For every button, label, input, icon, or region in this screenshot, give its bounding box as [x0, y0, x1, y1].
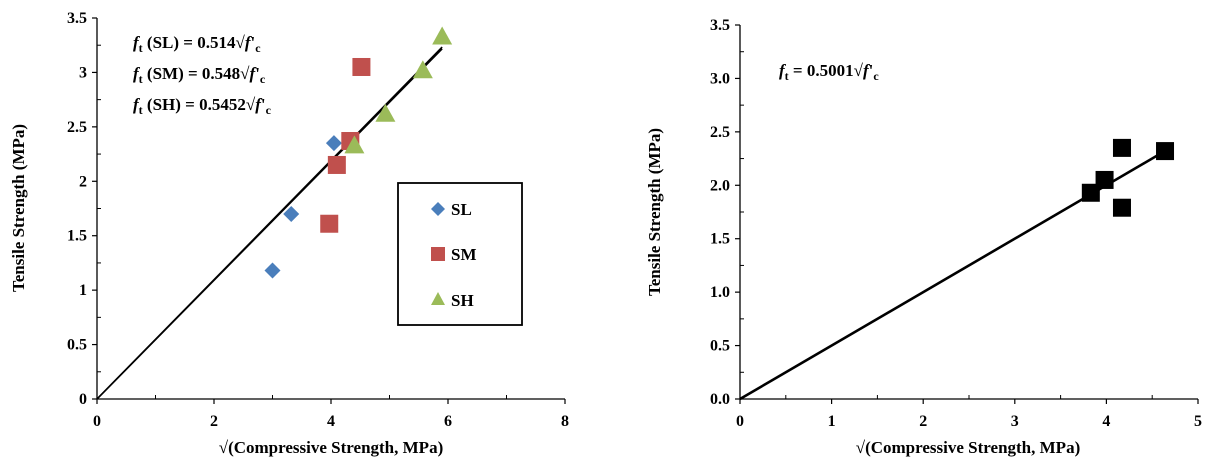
x-tick-label: 4	[1102, 413, 1110, 430]
left-x-ticks: 0 2 4 6 8	[93, 395, 569, 430]
data-point	[1081, 183, 1100, 202]
data-point	[1156, 142, 1175, 161]
y-tick-label: 2.5	[67, 119, 87, 136]
sl-data-point	[325, 135, 342, 152]
y-tick-label: 3	[79, 64, 87, 81]
y-tick-label: 0.5	[710, 338, 730, 355]
x-tick-label: 2	[919, 413, 927, 430]
right-data-points	[1081, 138, 1175, 217]
y-tick-label: 2	[79, 173, 87, 190]
y-tick-label: 1	[79, 282, 87, 299]
equation-all: ft = 0.5001√f'c	[779, 61, 879, 83]
y-tick-label: 3.0	[710, 70, 730, 87]
data-point	[1112, 138, 1131, 157]
sm-data-point	[320, 214, 339, 233]
left-x-axis-label: √(Compressive Strength, MPa)	[219, 438, 443, 457]
right-x-axis-label: √(Compressive Strength, MPa)	[856, 438, 1080, 457]
sh-data-point	[344, 135, 365, 154]
x-tick-label: 0	[736, 413, 744, 430]
x-tick-label: 8	[561, 413, 569, 430]
y-tick-label: 2.0	[710, 177, 730, 194]
equation-sl: ft (SL) = 0.514√f'c	[133, 33, 261, 55]
left-equations: ft (SL) = 0.514√f'c ft (SM) = 0.548√f'c …	[133, 33, 272, 117]
chart-right: 0.0 0.5 1.0 1.5 2.0 2.5 3.0 3.5 0 1 2 3 4 5 ft = 0.5…	[645, 17, 1202, 457]
sh-data-point	[375, 103, 396, 122]
left-data-points	[264, 26, 453, 279]
chart-left: 0 0.5 1 1.5 2 2.5 3 3.5 0 2 4 6 8 ft (SL) = 0.514√f…	[9, 10, 569, 457]
x-tick-label: 5	[1194, 413, 1202, 430]
left-y-axis-label: Tensile Strength (MPa)	[9, 124, 28, 292]
y-tick-label: 3.5	[67, 10, 87, 27]
legend-marker-sh	[431, 292, 445, 305]
y-tick-label: 2.5	[710, 124, 730, 141]
legend-label-sl: SL	[451, 200, 472, 219]
right-x-ticks: 0 1 2 3 4 5	[736, 395, 1202, 430]
x-tick-label: 2	[210, 413, 218, 430]
y-tick-label: 1.5	[67, 228, 87, 245]
right-y-axis-label: Tensile Strength (MPa)	[645, 128, 664, 296]
legend-marker-sm	[431, 247, 445, 261]
sh-data-point	[412, 60, 433, 79]
equation-sh: ft (SH) = 0.5452√f'c	[133, 95, 272, 117]
sm-data-point	[352, 57, 371, 76]
y-tick-label: 1.0	[710, 284, 730, 301]
sl-data-point	[264, 262, 281, 279]
left-y-ticks: 0 0.5 1 1.5 2 2.5 3 3.5	[67, 10, 101, 408]
equation-sm: ft (SM) = 0.548√f'c	[133, 64, 266, 86]
legend-label-sh: SH	[451, 291, 474, 310]
left-legend: SL SM SH	[397, 182, 523, 326]
y-tick-label: 0.5	[67, 337, 87, 354]
x-tick-label: 1	[828, 413, 836, 430]
sm-data-point	[327, 155, 346, 174]
x-tick-label: 3	[1011, 413, 1019, 430]
legend-box	[397, 182, 523, 326]
legend-label-sm: SM	[451, 245, 477, 264]
right-y-ticks: 0.0 0.5 1.0 1.5 2.0 2.5 3.0 3.5	[710, 17, 744, 408]
legend-marker-sl	[431, 202, 445, 216]
y-tick-label: 0	[79, 391, 87, 408]
y-tick-label: 0.0	[710, 391, 730, 408]
data-point	[1112, 198, 1131, 217]
x-tick-label: 4	[327, 413, 335, 430]
sl-data-point	[283, 205, 300, 222]
x-tick-label: 0	[93, 413, 101, 430]
sh-data-point	[432, 26, 453, 45]
data-point	[1095, 170, 1114, 189]
y-tick-label: 1.5	[710, 231, 730, 248]
y-tick-label: 3.5	[710, 17, 730, 34]
x-tick-label: 6	[444, 413, 452, 430]
